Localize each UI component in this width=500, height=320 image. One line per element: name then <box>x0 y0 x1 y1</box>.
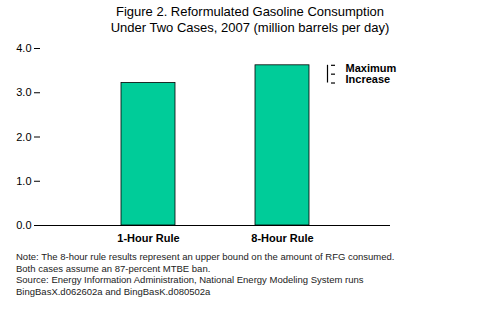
svg-text:8-Hour Rule: 8-Hour Rule <box>251 232 313 244</box>
html-text:Note: The 8-hour rule results: Note: The 8-hour rule results represent … <box>16 251 395 297</box>
svg-text:3.0: 3.0 <box>16 86 31 98</box>
svg-text:1-Hour Rule: 1-Hour Rule <box>117 232 179 244</box>
svg-text:2.0: 2.0 <box>16 131 31 143</box>
html-text:Figure 2. Reformulated Gasolin: Figure 2. Reformulated Gasoline Consumpt… <box>110 4 390 35</box>
svg-text:4.0: 4.0 <box>16 42 31 54</box>
svg-text:MaximumIncrease: MaximumIncrease <box>346 62 397 85</box>
svg-text:1.0: 1.0 <box>16 175 31 187</box>
svg-text:0.0: 0.0 <box>16 219 31 231</box>
